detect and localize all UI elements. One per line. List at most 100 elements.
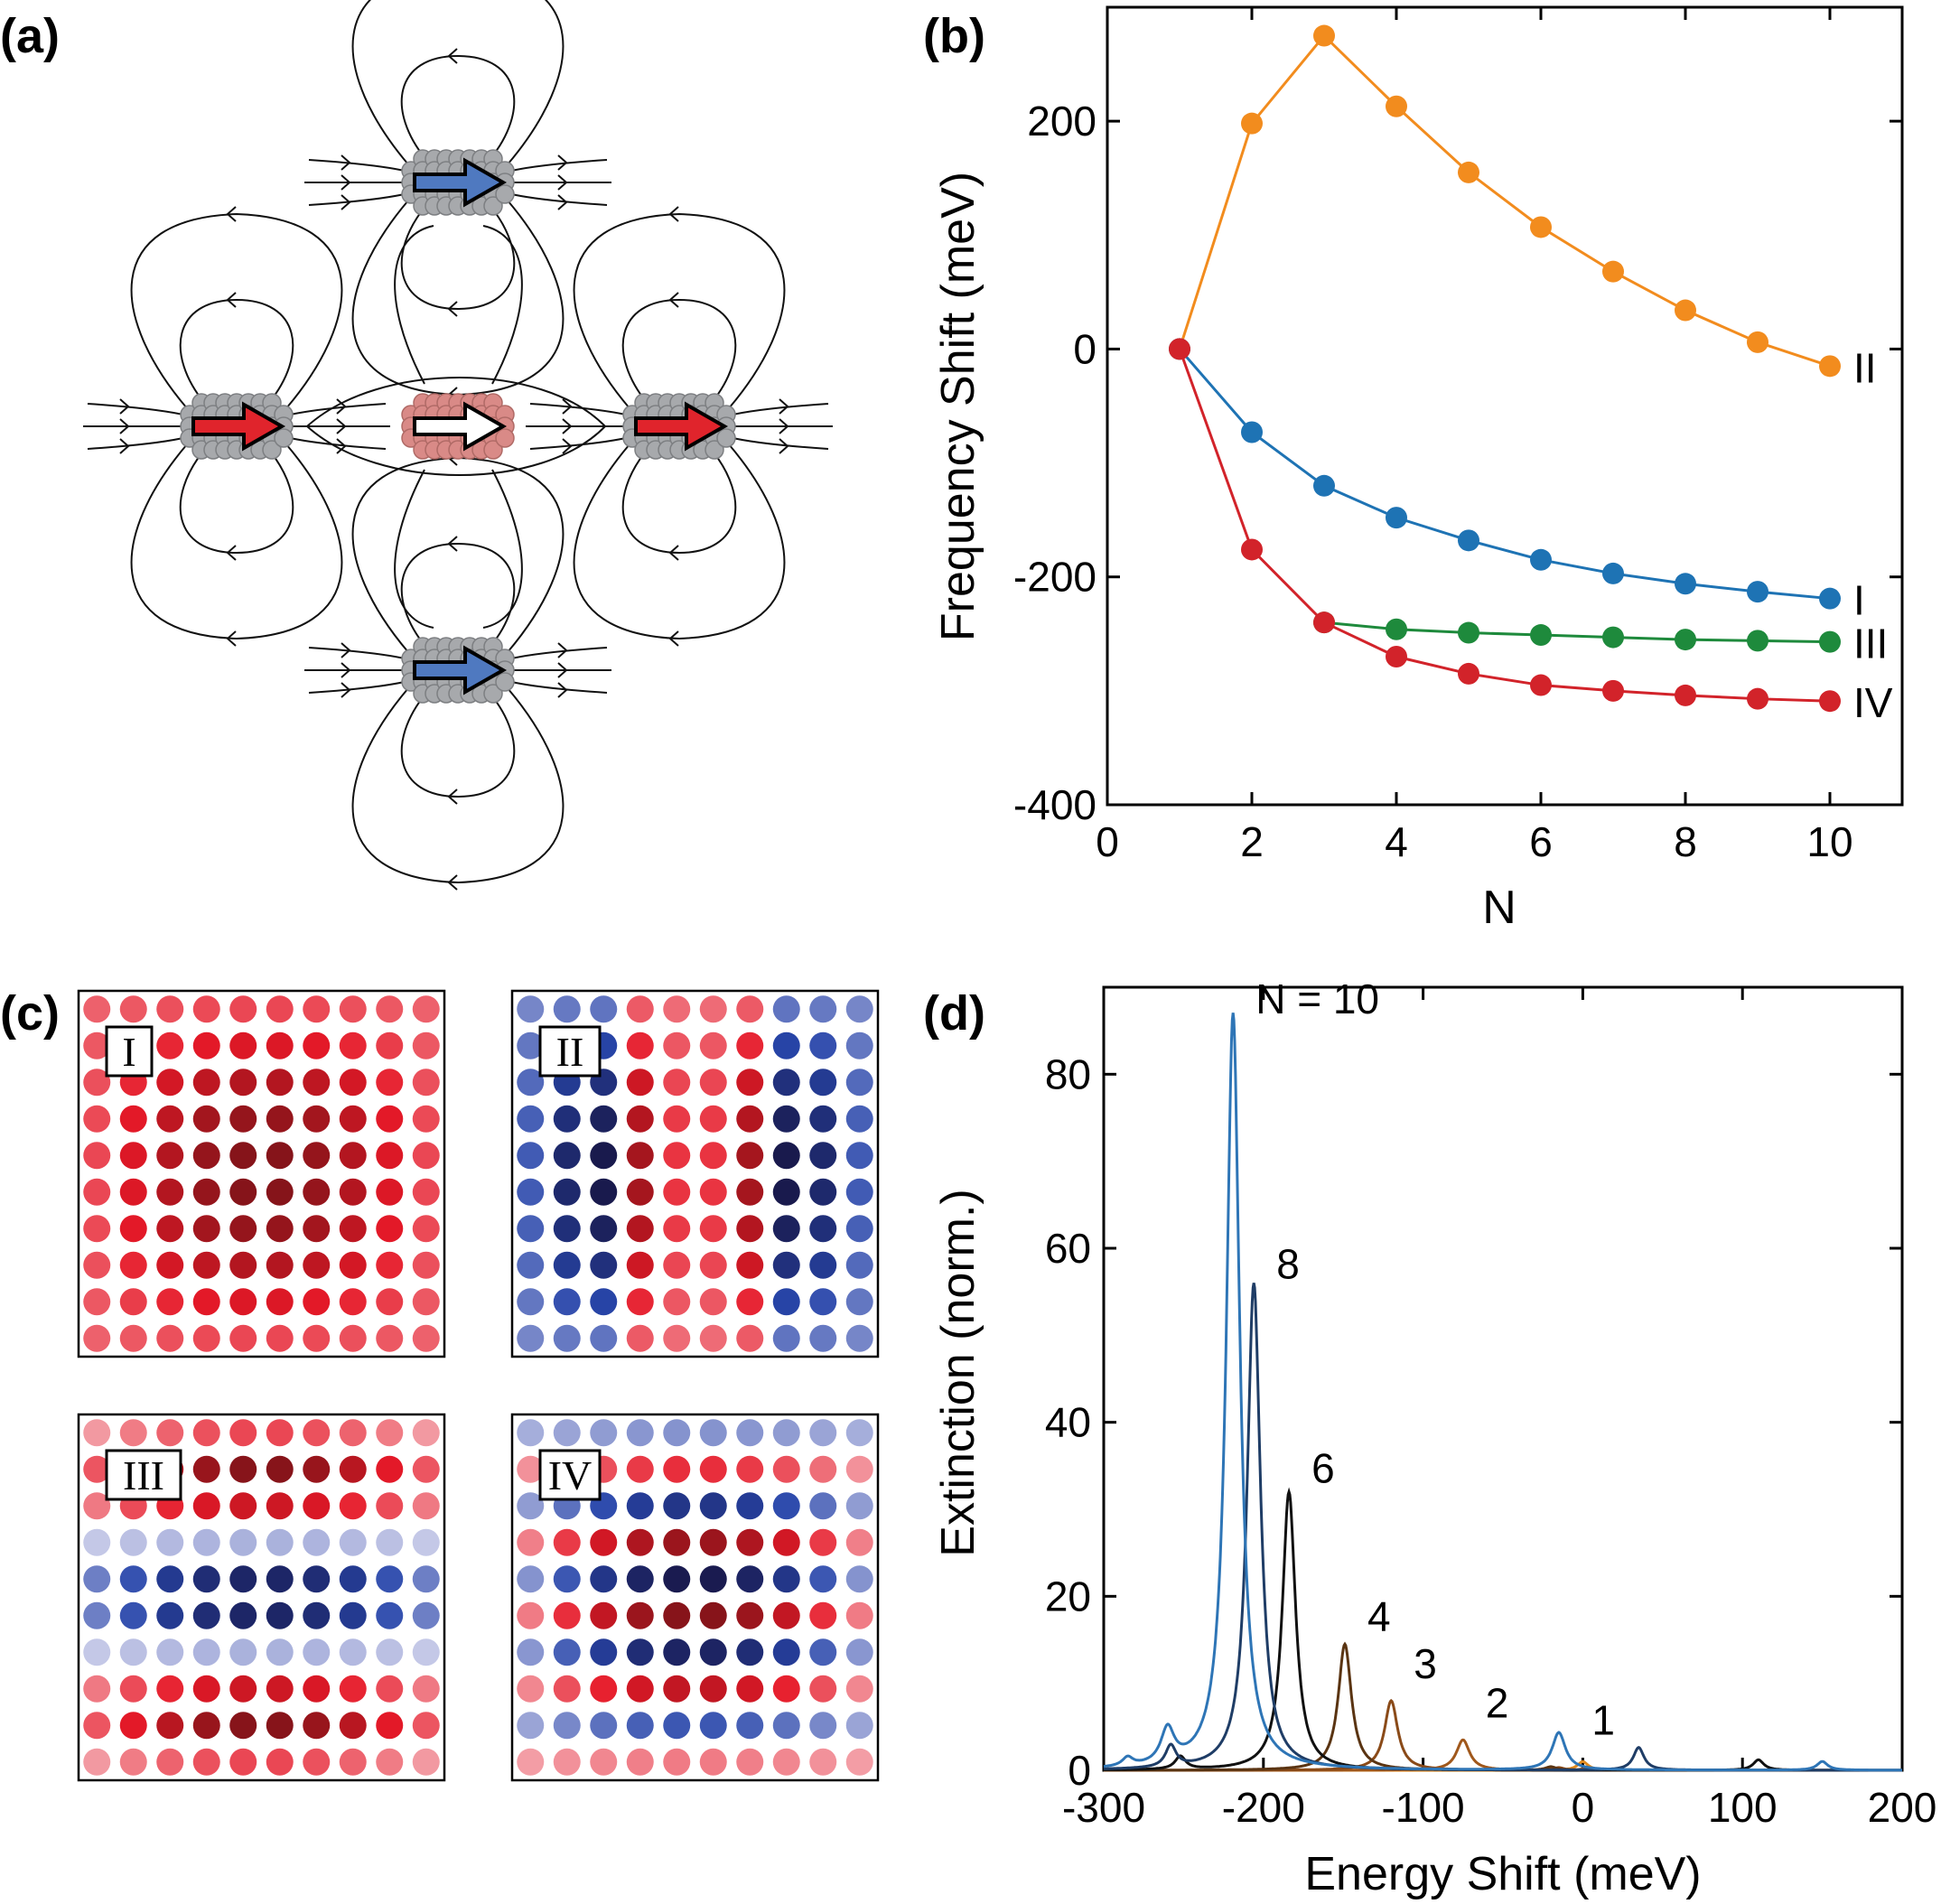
field-line [308,192,409,206]
data-point-II [1313,24,1335,47]
mode-amplitude-dot [156,1069,184,1097]
field-arrowhead [119,438,130,454]
y-tick-label: 20 [1045,1573,1091,1619]
mode-amplitude-dot [156,1288,184,1316]
mode-amplitude-dot [809,1031,837,1059]
mode-amplitude-dot [663,1142,691,1170]
x-tick-label: -300 [1062,1784,1145,1831]
dipole-arrow-icon [413,157,508,208]
mode-amplitude-dot [626,1288,654,1316]
series-line-III [1323,621,1831,644]
field-arrowhead [557,662,568,678]
mode-amplitude-dot [192,995,220,1023]
mode-amplitude-dot [845,1638,873,1666]
x-tick-label: 200 [1868,1784,1937,1831]
mode-amplitude-dot [517,1528,545,1556]
mode-amplitude-dot [119,1748,147,1776]
mode-amplitude-dot [412,1142,440,1170]
mode-amplitude-dot [156,1419,184,1447]
field-arrowhead [557,682,568,698]
series-line-I [1178,348,1831,601]
mode-amplitude-dot [517,995,545,1023]
mode-amplitude-dot [303,1748,331,1776]
mode-amplitude-dot [809,1419,837,1447]
atom [716,428,736,448]
spectrum-label: 1 [1591,1696,1615,1743]
mode-amplitude-dot [192,1675,220,1703]
mode-amplitude-dot [590,1251,618,1279]
mode-amplitude-dot [699,1178,727,1206]
mode-amplitude-dot [266,1288,294,1316]
mode-amplitude-dot [339,1288,367,1316]
map-label-box [105,1025,154,1078]
mode-amplitude-dot [156,1142,184,1170]
mode-amplitude-dot [626,1675,654,1703]
mode-amplitude-dot [772,1142,800,1170]
mode-amplitude-dot [553,1748,581,1776]
mode-map-III: III [77,1413,446,1782]
field-arrowhead [668,292,679,308]
mode-amplitude-dot [699,1455,727,1483]
mode-amplitude-dot [663,1455,691,1483]
mode-amplitude-dot [412,1031,440,1059]
mode-amplitude-dot [303,1565,331,1593]
mode-amplitude-dot [553,1638,581,1666]
mode-amplitude-dot [809,1215,837,1243]
field-line [351,0,565,165]
mode-amplitude-dot [156,995,184,1023]
mode-amplitude-dot [736,1748,764,1776]
data-point-III [1458,621,1479,644]
atom [262,440,282,460]
mode-amplitude-dot [119,1142,147,1170]
field-arrowhead [557,194,568,210]
mode-amplitude-dot [553,1601,581,1629]
mode-amplitude-dot [553,1712,581,1740]
mode-amplitude-dot [229,1069,257,1097]
mode-amplitude-dot [192,1142,220,1170]
series-label-II: II [1853,344,1877,391]
atom [495,428,515,448]
mode-amplitude-dot [192,1492,220,1520]
mode-amplitude-dot [845,1419,873,1447]
spectrum-line-N=10 [1103,1013,1902,1772]
mode-amplitude-dot [626,1455,654,1483]
mode-amplitude-dot [553,1565,581,1593]
mode-amplitude-dot [339,1748,367,1776]
mode-amplitude-dot [590,1712,618,1740]
data-point-I [1602,562,1624,584]
mode-amplitude-dot [376,1031,404,1059]
mode-amplitude-dot [663,1748,691,1776]
mode-amplitude-dot [699,1528,727,1556]
nanoparticle-right [622,393,736,460]
mode-amplitude-dot [626,1601,654,1629]
dipole-arrow-icon [413,401,508,452]
mode-amplitude-dot [266,1455,294,1483]
mode-amplitude-dot [229,1675,257,1703]
nanoparticle-top [401,149,515,216]
field-line [394,469,434,629]
mode-amplitude-dot [590,1528,618,1556]
mode-amplitude-dot [266,1031,294,1059]
mode-amplitude-dot [517,1069,545,1097]
mode-amplitude-dot [517,1712,545,1740]
field-arrowhead [447,789,458,805]
atom [483,684,503,704]
mode-amplitude-dot [772,1324,800,1352]
field-line [400,542,516,649]
field-line [285,436,387,450]
mode-amplitude-dot [809,1528,837,1556]
mode-amplitude-dot [229,1565,257,1593]
mode-amplitude-dot [590,1142,618,1170]
data-point-IV [1386,646,1407,668]
series-line-II [1178,33,1831,368]
mode-amplitude-dot [339,1251,367,1279]
mode-amplitude-dot [229,1251,257,1279]
mode-amplitude-dot [266,1251,294,1279]
mode-amplitude-dot [266,1675,294,1703]
mode-amplitude-dot [809,1601,837,1629]
mode-amplitude-dot [192,1528,220,1556]
data-point-III [1747,630,1768,652]
mode-amplitude-dot [663,1069,691,1097]
mode-amplitude-dot [590,1675,618,1703]
